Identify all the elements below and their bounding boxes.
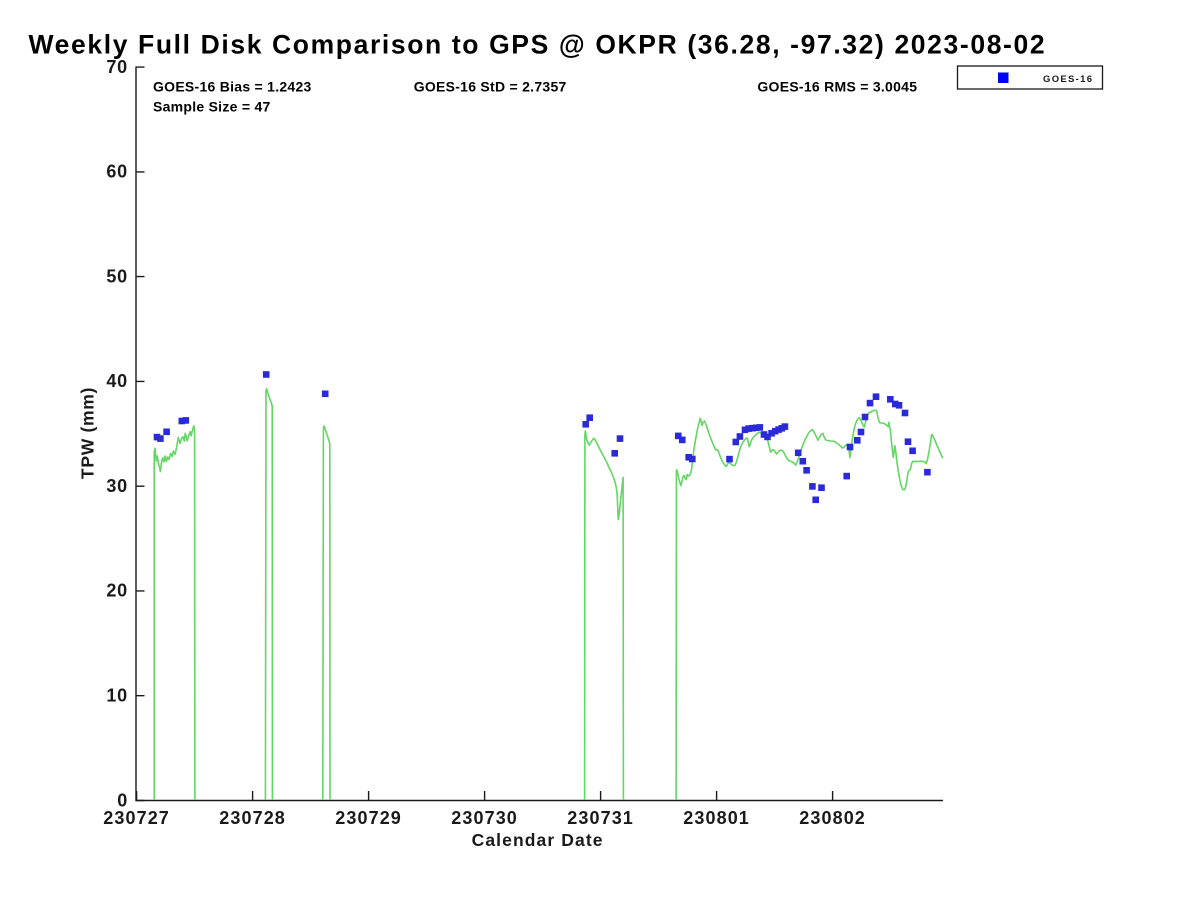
svg-text:230731: 230731 <box>567 808 634 828</box>
svg-text:60: 60 <box>106 162 128 182</box>
svg-text:TPW (mm): TPW (mm) <box>78 387 98 479</box>
svg-text:Sample Size = 47: Sample Size = 47 <box>153 99 271 115</box>
svg-text:70: 70 <box>106 57 128 77</box>
svg-text:GOES-16 StD = 2.7357: GOES-16 StD = 2.7357 <box>414 78 567 94</box>
svg-text:GOES-16 Bias = 1.2423: GOES-16 Bias = 1.2423 <box>153 78 312 94</box>
svg-text:230730: 230730 <box>451 808 518 828</box>
svg-text:230727: 230727 <box>103 808 170 828</box>
svg-text:50: 50 <box>106 266 128 286</box>
svg-text:0: 0 <box>117 790 128 810</box>
svg-text:20: 20 <box>106 581 128 601</box>
svg-text:GOES-16 RMS = 3.0045: GOES-16 RMS = 3.0045 <box>757 78 917 94</box>
svg-text:GOES-16: GOES-16 <box>1043 74 1093 85</box>
svg-text:230729: 230729 <box>335 808 402 828</box>
svg-text:230801: 230801 <box>683 808 750 828</box>
svg-text:Weekly Full Disk Comparison to: Weekly Full Disk Comparison to GPS @ OKP… <box>29 29 1047 59</box>
svg-text:Calendar Date: Calendar Date <box>472 830 604 850</box>
svg-text:10: 10 <box>106 685 128 705</box>
svg-text:40: 40 <box>106 371 128 391</box>
svg-text:230728: 230728 <box>219 808 286 828</box>
svg-text:30: 30 <box>106 476 128 496</box>
svg-text:230802: 230802 <box>799 808 866 828</box>
